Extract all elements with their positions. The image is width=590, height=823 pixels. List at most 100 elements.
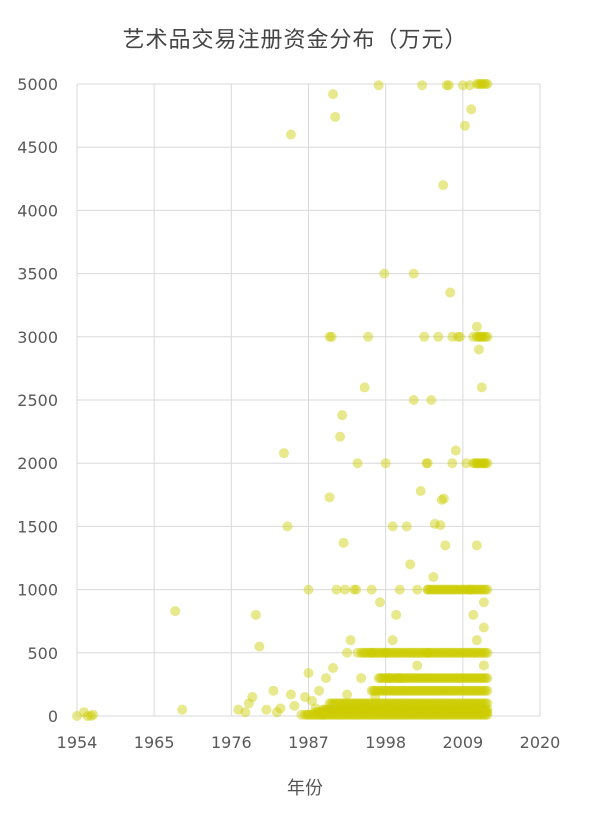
data-point	[428, 707, 439, 718]
data-point	[363, 698, 374, 709]
data-point	[471, 331, 482, 342]
data-point	[475, 709, 486, 720]
data-point	[303, 668, 314, 679]
data-point	[371, 709, 382, 720]
data-point	[342, 707, 353, 718]
data-point	[408, 647, 419, 658]
data-point	[275, 703, 286, 714]
data-point	[417, 685, 428, 696]
data-point	[405, 698, 416, 709]
data-point	[413, 709, 424, 720]
y-tick-label: 500	[27, 644, 58, 663]
data-point	[328, 89, 339, 100]
data-point	[442, 704, 453, 715]
data-point	[454, 647, 465, 658]
data-point	[435, 698, 446, 709]
data-point	[463, 685, 474, 696]
data-point	[72, 711, 82, 721]
data-point	[380, 685, 391, 696]
y-tick-label: 2000	[17, 454, 58, 473]
data-point	[342, 647, 353, 658]
data-point	[440, 647, 451, 658]
data-point	[461, 647, 472, 658]
data-point	[440, 704, 451, 715]
data-point	[464, 704, 475, 715]
data-point	[403, 709, 414, 720]
data-point	[398, 685, 409, 696]
data-point	[477, 79, 488, 89]
data-point	[436, 698, 447, 709]
data-point	[347, 707, 358, 718]
data-point	[438, 707, 449, 718]
data-point	[382, 685, 393, 696]
data-point	[436, 704, 447, 715]
data-point	[422, 584, 433, 595]
data-point	[480, 707, 491, 718]
data-point	[440, 685, 451, 696]
data-point	[392, 709, 403, 720]
data-point	[322, 709, 333, 720]
data-point	[466, 685, 477, 696]
data-point	[480, 709, 491, 720]
data-point	[319, 704, 330, 715]
data-point	[452, 647, 463, 658]
data-point	[461, 673, 472, 684]
data-point	[473, 704, 484, 715]
data-point	[399, 709, 410, 720]
data-point	[338, 709, 349, 720]
data-point	[391, 698, 402, 709]
data-point	[310, 709, 321, 720]
data-point	[378, 647, 389, 658]
data-point	[86, 711, 97, 721]
data-point	[421, 707, 432, 718]
data-point	[396, 704, 407, 715]
data-point	[394, 584, 405, 595]
data-point	[450, 685, 461, 696]
data-point	[378, 707, 389, 718]
data-point	[307, 695, 318, 706]
data-point	[375, 709, 386, 720]
data-point	[447, 673, 458, 684]
data-point	[285, 689, 296, 700]
data-point	[459, 647, 470, 658]
data-point	[399, 685, 410, 696]
y-tick-label: 4000	[17, 201, 58, 220]
data-point	[461, 707, 472, 718]
data-point	[449, 673, 460, 684]
data-point	[368, 709, 379, 720]
data-point	[410, 709, 421, 720]
data-point	[392, 685, 403, 696]
data-point	[315, 707, 326, 718]
data-point	[468, 331, 479, 342]
data-point	[473, 458, 484, 469]
data-point	[398, 704, 409, 715]
data-point	[466, 707, 477, 718]
data-point	[368, 647, 379, 658]
data-point	[428, 685, 439, 696]
data-point	[436, 707, 447, 718]
data-point	[371, 647, 382, 658]
data-point	[314, 709, 325, 720]
data-point	[405, 685, 416, 696]
data-point	[422, 698, 433, 709]
data-point	[459, 709, 470, 720]
data-point	[450, 445, 461, 456]
data-point	[336, 707, 347, 718]
data-point	[478, 685, 489, 696]
data-point	[299, 692, 310, 703]
data-point	[377, 685, 388, 696]
data-point	[471, 698, 482, 709]
data-point	[468, 609, 479, 620]
data-point	[431, 673, 442, 684]
data-point	[422, 458, 433, 469]
data-point	[464, 647, 475, 658]
data-point	[324, 492, 335, 503]
data-point	[392, 698, 403, 709]
data-point	[478, 709, 489, 720]
data-point	[471, 321, 482, 332]
data-point	[370, 709, 381, 720]
data-point	[350, 707, 361, 718]
data-point	[457, 709, 468, 720]
data-point	[352, 709, 363, 720]
data-point	[436, 709, 447, 720]
